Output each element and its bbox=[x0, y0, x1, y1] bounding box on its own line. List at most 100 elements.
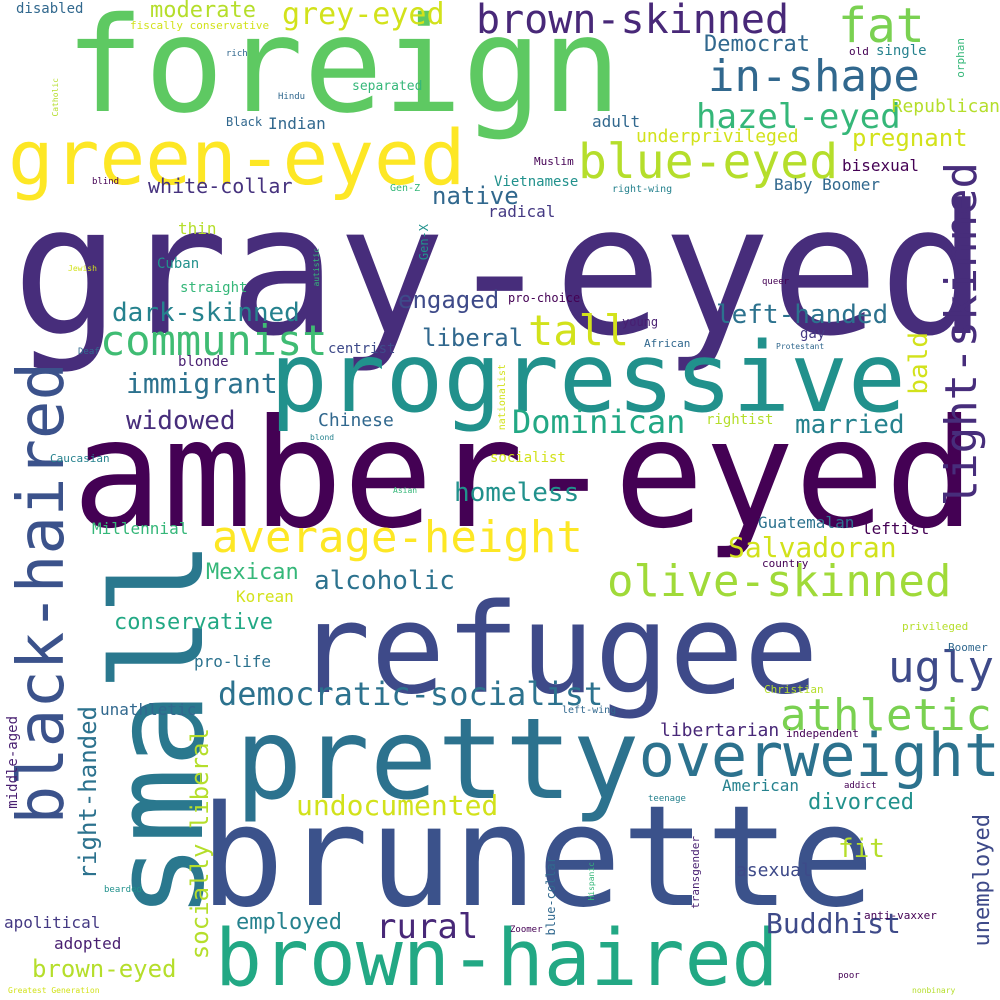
word-guatemalan: Guatemalan bbox=[758, 513, 855, 532]
word-widowed: widowed bbox=[126, 406, 236, 436]
word-blonde: blonde bbox=[178, 354, 229, 370]
word-tall: tall bbox=[528, 306, 630, 355]
word-blind: blind bbox=[92, 177, 120, 187]
word-black: Black bbox=[226, 115, 263, 129]
word-ugly: ugly bbox=[888, 642, 994, 693]
word-native: native bbox=[432, 182, 519, 210]
word-employed: employed bbox=[236, 910, 342, 935]
word-korean: Korean bbox=[236, 587, 294, 606]
word-nationalist: nationalist bbox=[497, 364, 508, 431]
word-hindu: Hindu bbox=[278, 92, 306, 102]
word-libertarian: libertarian bbox=[660, 720, 780, 741]
word-muslim: Muslim bbox=[534, 155, 574, 168]
word-right-wing: right-wing bbox=[612, 184, 673, 195]
word-african: African bbox=[644, 337, 691, 350]
word-fiscally-conservative: fiscally conservative bbox=[130, 19, 270, 32]
word-left-wing: left-wing bbox=[562, 705, 617, 716]
word-divorced: divorced bbox=[808, 790, 914, 815]
word-separated: separated bbox=[352, 79, 423, 94]
word-republican: Republican bbox=[891, 96, 1000, 117]
word-democrat: Democrat bbox=[704, 32, 810, 57]
word-bearded: bearded bbox=[104, 885, 142, 895]
word-moderate: moderate bbox=[150, 0, 256, 23]
word-single: single bbox=[876, 43, 927, 59]
word-engaged: engaged bbox=[398, 286, 500, 314]
word-communist: communist bbox=[100, 316, 328, 365]
word-brown-skinned: brown-skinned bbox=[476, 0, 790, 43]
word-progressive: progressive bbox=[270, 322, 906, 434]
word-brown-eyed: brown-eyed bbox=[32, 955, 177, 983]
word-baby-boomer: Baby Boomer bbox=[774, 175, 880, 194]
word-asian: Asian bbox=[393, 486, 418, 495]
word-vietnamese: Vietnamese bbox=[494, 174, 579, 190]
word-bald: bald bbox=[904, 332, 934, 395]
word-zoomer: Zoomer bbox=[510, 925, 543, 935]
word-refugee: refugee bbox=[296, 578, 819, 722]
word-fat: fat bbox=[838, 0, 925, 54]
word-orphan: orphan bbox=[954, 38, 967, 78]
word-alcoholic: alcoholic bbox=[314, 566, 455, 596]
word-rightist: rightist bbox=[706, 412, 774, 428]
word-american: American bbox=[722, 776, 800, 795]
word-leftist: leftist bbox=[862, 519, 930, 538]
word-gray-eyed: gray-eyed bbox=[12, 167, 988, 376]
word-grey-eyed: grey-eyed bbox=[282, 0, 445, 32]
word-conservative: conservative bbox=[114, 610, 273, 635]
word-christian: Christian bbox=[764, 683, 824, 696]
word-gen-z: Gen-Z bbox=[390, 183, 421, 194]
word-adopted: adopted bbox=[54, 934, 122, 953]
word-fit: fit bbox=[838, 834, 885, 864]
word-pro-choice: pro-choice bbox=[508, 291, 581, 305]
word-immigrant: immigrant bbox=[126, 367, 278, 400]
word-green-eyed: green-eyed bbox=[8, 113, 466, 202]
word-greatest-generation: Greatest Generation bbox=[8, 986, 100, 995]
word-disabled: disabled bbox=[16, 1, 84, 17]
word-chinese: Chinese bbox=[318, 410, 394, 431]
word-transgender: transgender bbox=[689, 836, 702, 909]
word-mexican: Mexican bbox=[206, 560, 299, 585]
word-pro-life: pro-life bbox=[194, 652, 272, 671]
word-white-collar: white-collar bbox=[148, 174, 293, 198]
word-nonbinary: nonbinary bbox=[912, 986, 956, 995]
word-centrist: centrist bbox=[328, 341, 396, 357]
word-athletic: athletic bbox=[780, 690, 992, 741]
word-average-height: average-height bbox=[212, 512, 583, 563]
word-cuban: Cuban bbox=[157, 256, 200, 272]
word-married: married bbox=[795, 410, 905, 440]
word-pretty: pretty bbox=[235, 695, 640, 825]
word-apolitical: apolitical bbox=[4, 913, 101, 932]
word-gen-x: Gen-X bbox=[417, 224, 431, 261]
word-hazel-eyed: hazel-eyed bbox=[696, 97, 901, 137]
word-caucasian: Caucasian bbox=[50, 452, 110, 465]
word-millennial: Millennial bbox=[92, 519, 189, 538]
word-autistic: autistic bbox=[312, 248, 321, 287]
word-old: old bbox=[849, 45, 869, 58]
word-homeless: homeless bbox=[454, 478, 580, 508]
word-catholic: Catholic bbox=[51, 78, 60, 117]
word-right-handed: right-handed bbox=[74, 706, 102, 880]
word-privileged: privileged bbox=[902, 620, 969, 633]
word-asexual: asexual bbox=[736, 860, 812, 881]
word-addict: addict bbox=[844, 781, 877, 791]
word-indian: Indian bbox=[268, 114, 326, 133]
word-brown-haired: brown-haired bbox=[215, 914, 779, 1000]
word-rural: rural bbox=[376, 907, 479, 947]
word-olive-skinned: olive-skinned bbox=[607, 556, 952, 607]
word-gay: gay bbox=[800, 326, 826, 342]
word-blue-eyed: blue-eyed bbox=[578, 134, 839, 190]
word-teenage: teenage bbox=[648, 794, 686, 804]
word-dominican: Dominican bbox=[512, 403, 686, 441]
word-unemployed: unemployed bbox=[970, 814, 995, 947]
word-left-handed: left-handed bbox=[716, 300, 889, 330]
word-anti-vaxxer: anti-vaxxer bbox=[864, 909, 937, 922]
word-salvadoran: Salvadoran bbox=[728, 531, 897, 564]
word-blue-collar: blue-collar bbox=[544, 856, 558, 936]
word-unathletic: unathletic bbox=[100, 700, 197, 719]
word-light-skinned: light-skinned bbox=[936, 162, 987, 507]
word-in-shape: in-shape bbox=[708, 51, 920, 102]
word-young: young bbox=[622, 315, 659, 329]
word-jewish: Jewish bbox=[68, 264, 97, 273]
word-underprivileged: underprivileged bbox=[636, 126, 799, 147]
word-democratic-socialist: democratic-socialist bbox=[218, 675, 604, 713]
